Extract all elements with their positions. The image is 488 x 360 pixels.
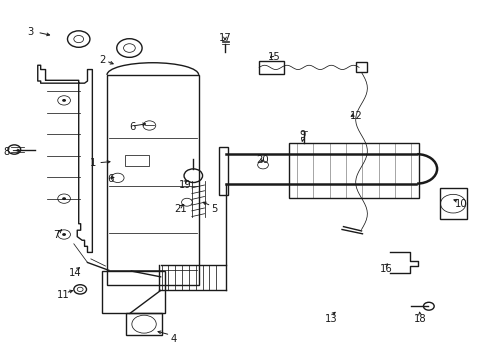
Bar (102, 271, 164, 314)
Text: 20: 20 (256, 155, 269, 165)
Text: 12: 12 (349, 111, 362, 121)
Text: 6: 6 (107, 174, 113, 184)
Text: 21: 21 (173, 204, 186, 215)
Text: 14: 14 (68, 267, 81, 278)
Text: 10: 10 (454, 199, 467, 210)
Text: 18: 18 (413, 314, 426, 324)
Bar (355, 62, 366, 72)
Bar (439, 188, 466, 220)
Circle shape (62, 99, 66, 102)
Bar (126, 314, 161, 335)
Text: 3: 3 (27, 27, 33, 37)
Text: 11: 11 (57, 291, 69, 301)
Text: 4: 4 (170, 333, 177, 343)
Text: 6: 6 (129, 122, 135, 132)
Bar (259, 60, 283, 74)
Circle shape (62, 197, 66, 200)
Text: 15: 15 (267, 52, 280, 62)
Text: 17: 17 (218, 33, 231, 43)
Bar (219, 147, 227, 195)
Text: 9: 9 (299, 130, 305, 140)
Text: 19: 19 (178, 180, 191, 190)
Text: 13: 13 (325, 314, 337, 324)
Text: 1: 1 (90, 158, 96, 168)
Text: 8: 8 (3, 147, 10, 157)
Circle shape (62, 233, 66, 236)
Text: 16: 16 (379, 264, 391, 274)
Bar (107, 75, 198, 285)
Bar (124, 154, 149, 166)
Text: 2: 2 (99, 55, 105, 65)
Text: 5: 5 (211, 204, 217, 214)
Text: 7: 7 (54, 230, 60, 239)
Bar (289, 143, 418, 198)
